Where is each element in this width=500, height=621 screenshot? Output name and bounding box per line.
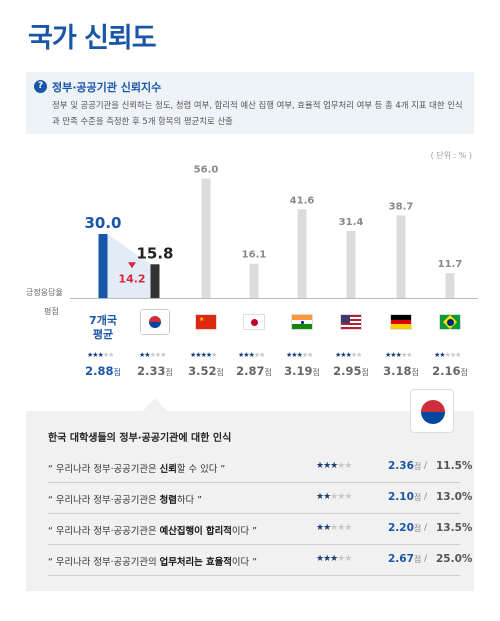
bar-value-label: 41.6 (290, 195, 315, 206)
score-label: 2.88점 (85, 364, 121, 378)
perception-statement: “ 우리나라 정부·공공기관은 신뢰할 수 있다 ” (48, 464, 226, 475)
china-flag-icon: ★ (195, 314, 217, 330)
score-label: 2.87점 (236, 364, 272, 378)
perception-row: “ 우리나라 정부·공공기관의 업무처리는 효율적이다 ” ★★★★★ 2.67점 /… (48, 550, 472, 576)
perception-percent: 11.5% (436, 460, 473, 472)
bar-value-label: 31.4 (339, 217, 364, 228)
info-box: ? 정부·공공기관 신뢰지수 정부 및 공공기관을 신뢰하는 정도, 청렴 여부… (26, 72, 474, 134)
rating-stars: ★★★★★ (385, 351, 412, 359)
score-label: 3.52점 (188, 364, 224, 378)
callout-pointer (143, 398, 167, 411)
perception-percent: 13.5% (436, 522, 473, 534)
bar-일본 (249, 263, 259, 298)
brazil-flag-icon (439, 314, 461, 330)
perception-row: “ 우리나라 정부·공공기관은 청렴하다 ” ★★★★★ 2.10점/ 13.0% (48, 488, 472, 514)
gap-arrow-icon (128, 262, 136, 269)
perception-row: “ 우리나라 정부·공공기관은 신뢰할 수 있다 ” ★★★★★ 2.36점/ 11.… (48, 457, 472, 483)
rating-stars: ★★★★★ (316, 554, 352, 564)
japan-flag-icon (243, 314, 265, 330)
usa-flag-icon (340, 314, 362, 330)
score-label: 2.33점 (137, 364, 173, 378)
positive-rate-row-label: 긍정응답율 (26, 288, 63, 297)
bar-value-label: 16.1 (242, 250, 267, 261)
perception-score: 2.20점 (388, 522, 422, 534)
perception-heading: 한국 대학생들의 정부·공공기관에 대한 인식 (48, 433, 232, 444)
rating-stars: ★★★★★ (316, 492, 352, 502)
perception-statement: “ 우리나라 정부·공공기관은 청렴하다 ” (48, 495, 203, 506)
rating-stars: ★★★★★ (238, 351, 265, 359)
unit-label: ( 단위 : % ) (430, 151, 472, 160)
bar-한국 (150, 264, 160, 298)
bar-브라질 (445, 273, 455, 298)
bar-value-label: 38.7 (389, 201, 414, 212)
bar-value-label: 30.0 (84, 214, 121, 232)
average-label-line1: 7개국 (89, 314, 117, 327)
separator: / (424, 461, 428, 471)
page-title: 국가 신뢰도 (28, 23, 157, 54)
bar-value-label: 56.0 (194, 165, 219, 176)
india-flag-icon (291, 314, 313, 330)
score-label: 3.19점 (284, 364, 320, 378)
perception-score: 2.67점 (388, 553, 422, 565)
perception-score: 2.10점 (388, 491, 422, 503)
korea-flag-badge (410, 389, 454, 433)
average-label: 7개국 평균 (85, 314, 121, 342)
rating-stars: ★★★★★ (139, 351, 166, 359)
perception-statement: “ 우리나라 정부·공공기관의 업무처리는 효율적이다 ” (48, 557, 258, 568)
question-icon: ? (34, 80, 47, 93)
info-heading: 정부·공공기관 신뢰지수 (52, 81, 162, 94)
korea-flag-icon (421, 400, 445, 424)
score-label: 2.95점 (333, 364, 369, 378)
bar-value-label: 11.7 (438, 259, 463, 270)
rating-stars: ★★★★★ (190, 351, 217, 359)
perception-percent: 13.0% (436, 491, 473, 503)
perception-row: “ 우리나라 정부·공공기관은 예산집행이 합리적이다 ” ★★★★★ 2.20점 /… (48, 519, 472, 545)
info-description: 정부 및 공공기관을 신뢰하는 정도, 청렴 여부, 합리적 예산 집행 여부,… (52, 100, 463, 126)
score-row-label: 평점 (44, 307, 59, 316)
bar-7개국 평균 (98, 234, 108, 298)
bar-인도 (297, 209, 307, 298)
korea-flag-icon (140, 309, 170, 335)
separator: / (424, 554, 428, 564)
perception-panel: 한국 대학생들의 정부·공공기관에 대한 인식 “ 우리나라 정부·공공기관은 … (26, 389, 474, 591)
rating-stars: ★★★★★ (335, 351, 362, 359)
perception-score: 2.36점 (388, 460, 422, 472)
bar-chart: 30.0 15.8 56.0 16.1 41.6 31.4 38.7 11.7 14.2 (70, 165, 478, 299)
perception-statement: “ 우리나라 정부·공공기관은 예산집행이 합리적이다 ” (48, 526, 258, 537)
separator: / (424, 492, 428, 502)
rating-stars: ★★★★★ (316, 523, 352, 533)
bar-독일 (396, 215, 406, 298)
rating-stars: ★★★★★ (434, 351, 461, 359)
score-label: 3.18점 (383, 364, 419, 378)
perception-percent: 25.0% (436, 553, 473, 565)
average-label-line2: 평균 (92, 328, 114, 341)
bar-미국 (346, 231, 356, 298)
gap-value-label: 14.2 (118, 272, 145, 285)
bar-value-label: 15.8 (136, 244, 173, 262)
germany-flag-icon (390, 314, 412, 330)
bar-중국 (201, 178, 211, 298)
rating-stars: ★★★★★ (87, 351, 114, 359)
rating-stars: ★★★★★ (316, 461, 352, 471)
gap-wedge (107, 234, 151, 298)
score-label: 2.16점 (432, 364, 468, 378)
rating-stars: ★★★★★ (286, 351, 313, 359)
separator: / (424, 523, 428, 533)
